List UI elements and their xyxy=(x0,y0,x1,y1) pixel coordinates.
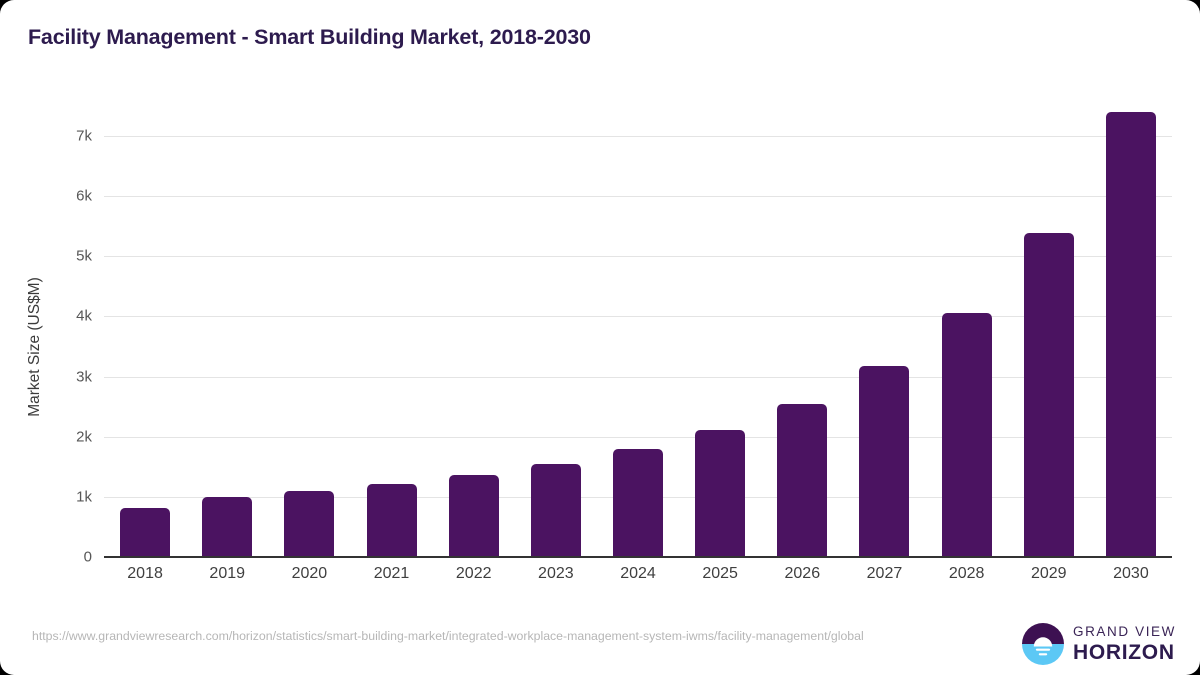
bar[interactable] xyxy=(859,365,910,557)
logo-text-line1: GRAND VIEW xyxy=(1072,624,1176,640)
bar[interactable] xyxy=(284,490,335,557)
y-axis-tick-label: 5k xyxy=(76,247,92,265)
x-axis-tick-label: 2021 xyxy=(373,565,410,582)
y-axis-tick-label: 1k xyxy=(76,488,92,506)
y-axis-tick-label: 4k xyxy=(76,307,92,325)
y-axis-tick-label: 7k xyxy=(76,127,92,145)
x-axis-tick-label: 2025 xyxy=(702,565,738,582)
bar[interactable] xyxy=(366,484,417,557)
gridline xyxy=(104,316,1172,318)
bar[interactable] xyxy=(202,496,253,557)
bar[interactable] xyxy=(695,430,746,557)
grand-view-horizon-logo-icon xyxy=(1021,623,1064,665)
x-axis-tick-label: 2024 xyxy=(620,565,656,582)
gridline xyxy=(104,436,1172,438)
x-axis-tick-label: 2026 xyxy=(784,565,821,582)
x-axis-tick-label: 2022 xyxy=(455,565,492,582)
gridline xyxy=(104,196,1172,198)
brand-logo[interactable]: GRAND VIEW HORIZON xyxy=(1021,620,1176,668)
x-axis-tick-label: 2030 xyxy=(1113,565,1149,582)
y-axis-tick-label: 6k xyxy=(76,187,92,205)
bar[interactable] xyxy=(941,313,992,557)
y-axis-tick-label: 0 xyxy=(83,548,92,566)
y-axis-title-label: Market Size (US$M) xyxy=(26,276,43,417)
bar[interactable] xyxy=(448,475,499,557)
gridline xyxy=(104,256,1172,258)
bar[interactable] xyxy=(777,404,828,557)
y-axis-tick-label: 2k xyxy=(76,428,92,446)
source-url[interactable]: https://www.grandviewresearch.com/horizo… xyxy=(32,629,864,643)
plot-area xyxy=(104,111,1172,558)
page-title: Facility Management - Smart Building Mar… xyxy=(28,25,591,49)
bar[interactable] xyxy=(1105,111,1156,557)
gridline xyxy=(104,376,1172,378)
x-axis-tick-label: 2023 xyxy=(538,565,574,582)
x-axis-tick-label: 2018 xyxy=(127,565,163,582)
x-axis-tick-label: 2019 xyxy=(209,565,246,582)
y-axis-tick-label: 3k xyxy=(76,368,92,386)
x-axis-tick-label: 2029 xyxy=(1030,565,1067,582)
x-axis-tick-label: 2027 xyxy=(866,565,903,582)
bar[interactable] xyxy=(613,449,663,557)
x-axis-tick-label: 2028 xyxy=(948,565,985,582)
x-axis-line xyxy=(104,556,1172,558)
gridline xyxy=(104,136,1172,137)
x-axis-tick-label: 2020 xyxy=(291,565,328,582)
logo-text: GRAND VIEW HORIZON xyxy=(1073,625,1176,663)
bar[interactable] xyxy=(530,463,581,557)
bar[interactable] xyxy=(120,508,171,557)
bar[interactable] xyxy=(1023,233,1074,557)
logo-text-line2: HORIZON xyxy=(1072,640,1175,664)
